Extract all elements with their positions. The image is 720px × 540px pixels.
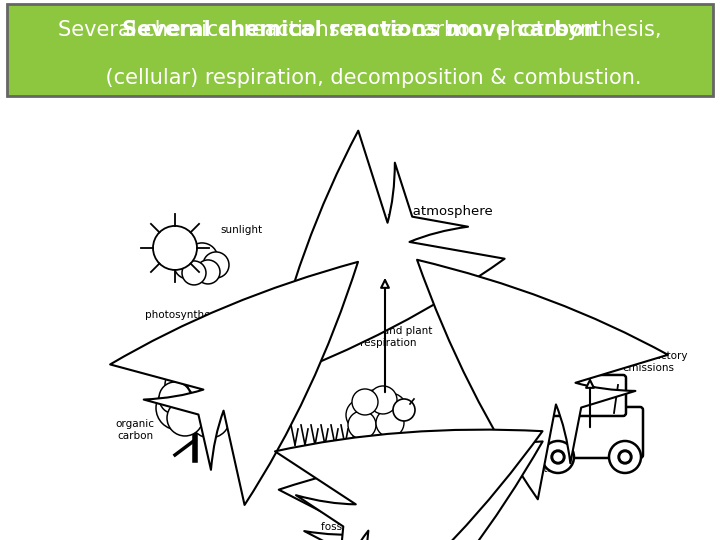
Circle shape [174,251,202,279]
Text: photosynthesis: photosynthesis [145,310,225,320]
Circle shape [199,346,231,378]
Circle shape [369,386,397,414]
Circle shape [618,450,632,464]
Circle shape [217,380,253,416]
Text: car and factory
emissions: car and factory emissions [608,351,688,373]
Text: in atmosphere: in atmosphere [392,205,492,218]
FancyBboxPatch shape [527,407,643,458]
Circle shape [348,411,376,439]
Circle shape [197,382,243,428]
Circle shape [190,398,230,438]
Text: dead organisims and
waste in the ground: dead organisims and waste in the ground [320,482,430,504]
FancyBboxPatch shape [545,375,626,416]
Circle shape [172,369,224,421]
Circle shape [346,399,378,431]
Circle shape [196,260,220,284]
Circle shape [551,450,565,464]
Circle shape [182,261,206,285]
Text: animal and plant
respiration: animal and plant respiration [344,326,432,348]
Text: organic
carbon: organic carbon [115,419,155,441]
Circle shape [621,453,629,461]
Circle shape [393,399,415,421]
Circle shape [156,386,200,430]
Text: Several chemical reactions move carbon: Several chemical reactions move carbon [122,20,598,40]
Circle shape [165,365,205,405]
Text: Several chemical reactions move carbon: photosynthesis,: Several chemical reactions move carbon: … [58,20,662,40]
Text: CO: CO [365,205,385,218]
Circle shape [373,393,407,427]
Circle shape [359,409,391,441]
Circle shape [186,243,218,275]
Circle shape [159,382,191,414]
Circle shape [167,400,203,436]
Circle shape [177,350,213,386]
Circle shape [186,356,230,400]
Circle shape [357,390,393,426]
Circle shape [352,389,378,415]
Circle shape [609,441,641,473]
Circle shape [554,453,562,461]
Text: (cellular) respiration, decomposition & combustion.: (cellular) respiration, decomposition & … [78,68,642,88]
Text: sunlight: sunlight [220,225,262,235]
Text: 2: 2 [386,214,392,224]
Circle shape [203,252,229,278]
Text: fossil and fossil fuels: fossil and fossil fuels [320,522,429,532]
Circle shape [542,441,574,473]
Circle shape [208,368,248,408]
Text: decomposers
respiration: decomposers respiration [500,452,570,474]
Circle shape [153,226,197,270]
Circle shape [376,409,404,437]
